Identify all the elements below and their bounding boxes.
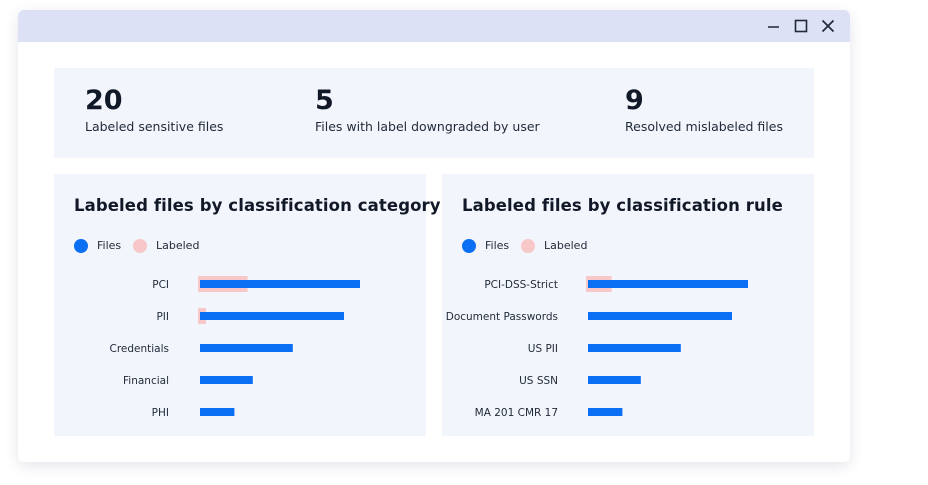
legend-label: Files <box>485 239 510 252</box>
files-dot-icon <box>462 239 476 253</box>
chart-title: Labeled files by classification rule <box>462 196 783 215</box>
maximize-icon[interactable] <box>791 16 811 36</box>
category-chart: PCI PII Credentials Financial PHI <box>109 276 360 419</box>
stat-resolved-mislabeled: 9 Resolved mislabeled files <box>625 84 783 136</box>
files-bar <box>200 280 360 288</box>
stat-label: Resolved mislabeled files <box>625 119 783 134</box>
legend-label: Files <box>97 239 122 252</box>
category-label: Financial <box>123 375 169 387</box>
category-label: Credentials <box>109 343 169 355</box>
files-bar <box>588 408 623 416</box>
files-dot-icon <box>74 239 88 253</box>
files-bar <box>200 376 253 384</box>
summary-stats: 20 Labeled sensitive files 5 Files with … <box>54 68 814 158</box>
stat-value: 5 <box>315 85 334 116</box>
rule-chart-panel: PCI-DSS-Strict Document Passwords US PII US… <box>442 174 814 436</box>
category-label: PCI-DSS-Strict <box>484 279 558 291</box>
category-label: US PII <box>528 343 558 355</box>
category-label: PCI <box>152 279 169 291</box>
rule-chart: PCI-DSS-Strict Document Passwords US PII US… <box>446 276 748 419</box>
files-bar <box>200 408 235 416</box>
labeled-dot-icon <box>133 239 147 253</box>
minimize-icon[interactable] <box>764 16 784 36</box>
chart-title: Labeled files by classification category <box>74 196 441 215</box>
title-bar <box>18 10 850 42</box>
category-label: PHI <box>152 407 169 419</box>
stat-label: Labeled sensitive files <box>85 119 224 134</box>
category-label: MA 201 CMR 17 <box>475 407 558 419</box>
files-bar <box>588 312 732 320</box>
category-label: Document Passwords <box>446 311 558 323</box>
files-bar <box>588 280 748 288</box>
category-label: US SSN <box>519 375 558 387</box>
app-window: 20 Labeled sensitive files 5 Files with … <box>18 10 850 462</box>
stat-value: 20 <box>85 85 123 116</box>
stat-label-downgraded: 5 Files with label downgraded by user <box>315 84 540 136</box>
files-bar <box>588 344 681 352</box>
legend-label: Labeled <box>156 239 200 252</box>
stat-value: 9 <box>625 85 644 116</box>
files-bar <box>200 344 293 352</box>
files-bar <box>200 312 344 320</box>
labeled-dot-icon <box>521 239 535 253</box>
category-label: PII <box>156 311 169 323</box>
stat-labeled-sensitive: 20 Labeled sensitive files <box>85 84 223 136</box>
legend-label: Labeled <box>544 239 588 252</box>
files-bar <box>588 376 641 384</box>
category-chart-panel: PCI PII Credentials Financial PHI Labeled fi… <box>54 174 441 436</box>
stat-label: Files with label downgraded by user <box>315 119 540 134</box>
close-icon[interactable] <box>818 16 838 36</box>
